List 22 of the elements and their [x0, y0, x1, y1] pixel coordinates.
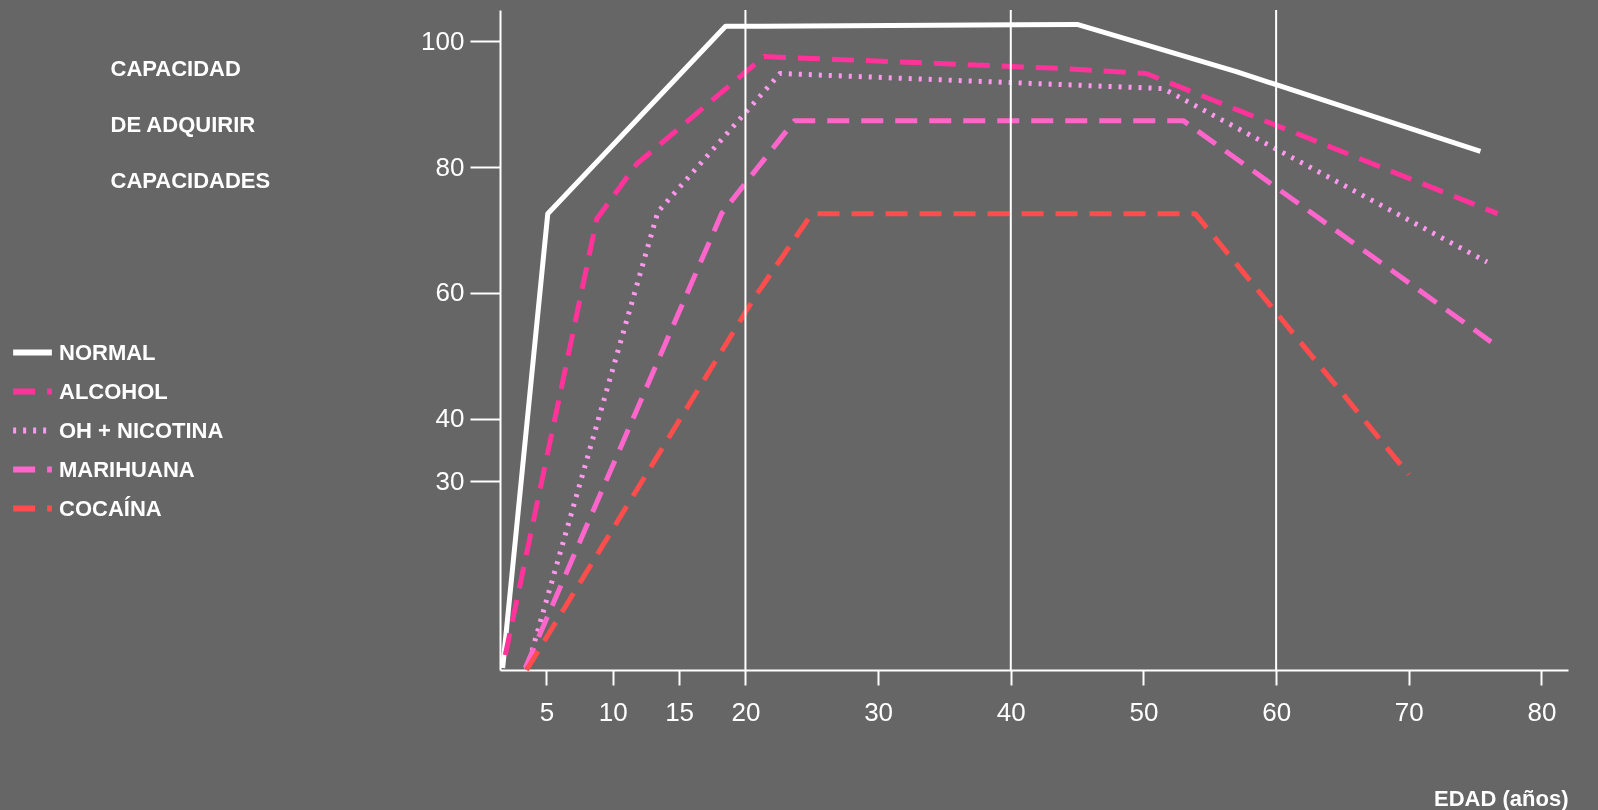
legend-label: COCAÍNA	[59, 495, 162, 521]
x-tick-label: 15	[665, 696, 695, 727]
x-tick-label: 5	[539, 696, 555, 727]
x-tick-label: 10	[598, 696, 628, 727]
x-tick-label: 50	[1129, 696, 1159, 727]
x-axis-title: EDAD (años)	[1434, 785, 1569, 810]
x-tick-label: 60	[1262, 696, 1292, 727]
x-tick-label: 80	[1527, 696, 1557, 727]
y-tick-label: 80	[435, 151, 465, 182]
x-tick-label: 40	[996, 696, 1026, 727]
x-tick-label: 30	[864, 696, 894, 727]
legend-label: ALCOHOL	[59, 378, 168, 404]
y-tick-label: 30	[435, 465, 465, 496]
legend-label: NORMAL	[59, 339, 156, 365]
x-tick-label: 70	[1394, 696, 1424, 727]
legend-label: OH + NICOTINA	[59, 417, 224, 443]
y-tick-label: 40	[435, 403, 465, 434]
x-tick-label: 20	[731, 696, 761, 727]
legend-label: MARIHUANA	[59, 456, 195, 482]
y-tick-label: 60	[435, 277, 465, 308]
y-tick-label: 100	[421, 25, 465, 56]
text: CAPACIDAD DE ADQUIRIR CAPACIDADES	[110, 55, 271, 193]
